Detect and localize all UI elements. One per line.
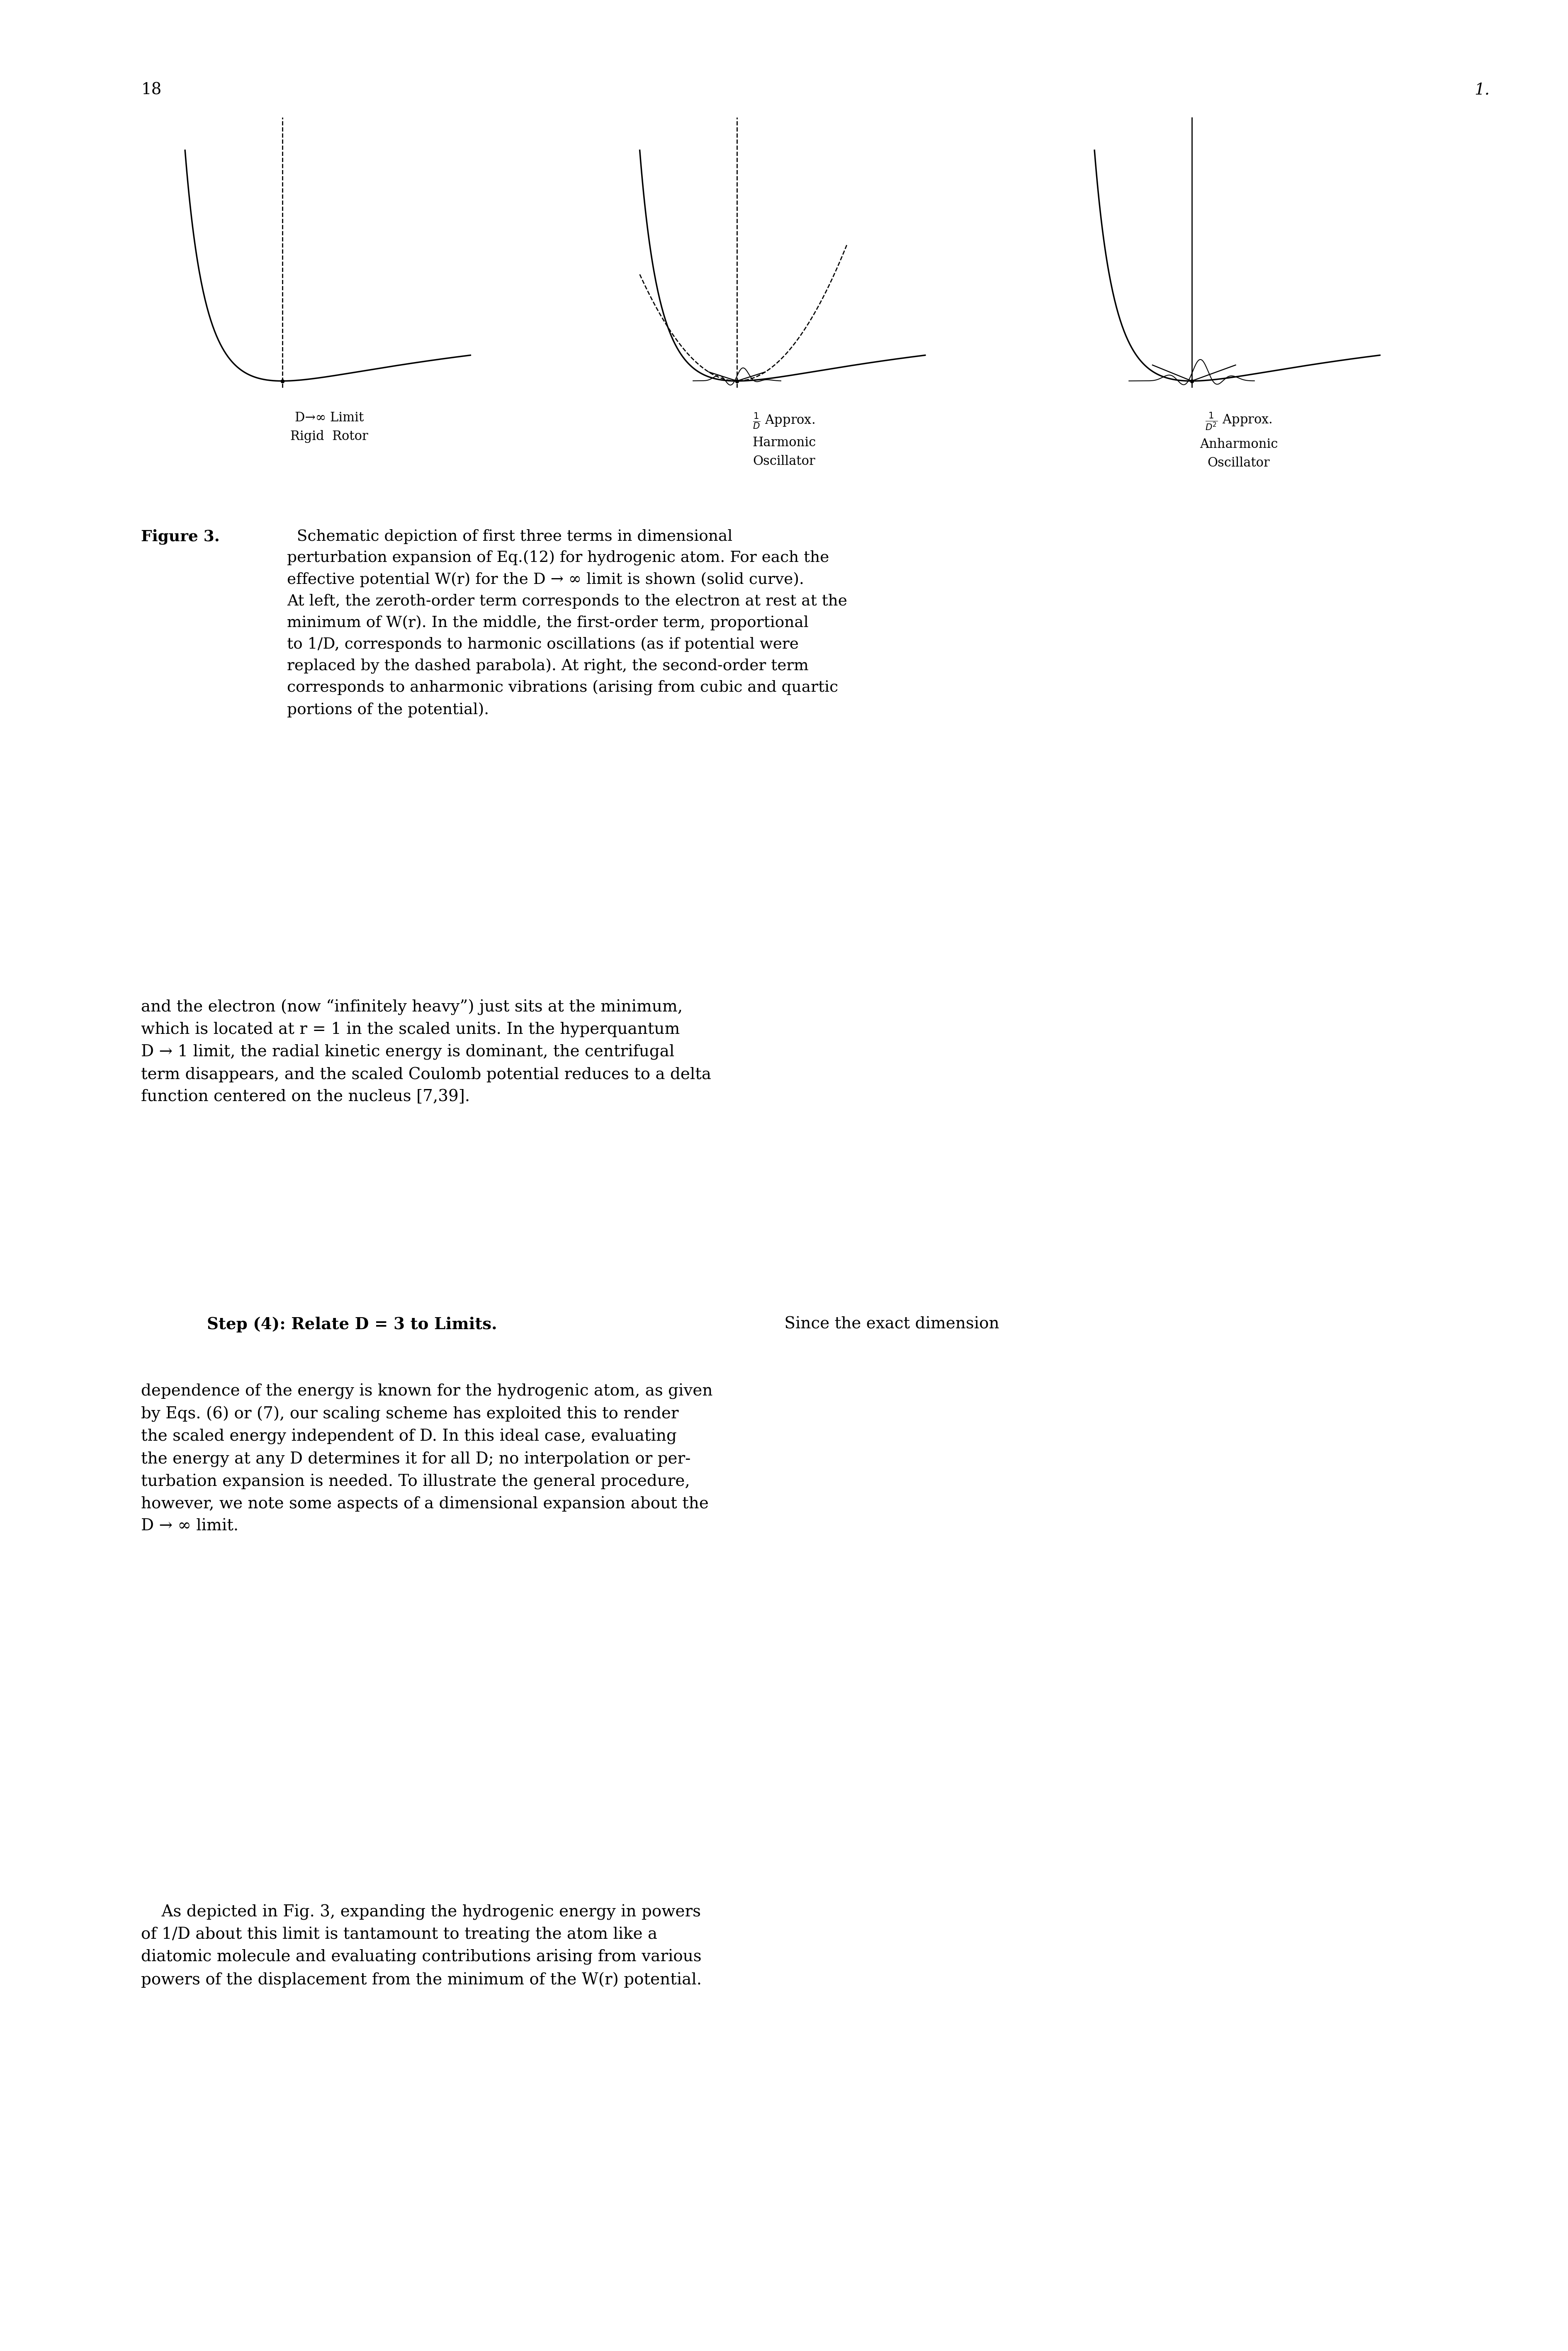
Text: and the electron (now “infinitely heavy”) just sits at the minimum,
which is loc: and the electron (now “infinitely heavy”… [141, 999, 712, 1105]
Text: 1.: 1. [1474, 82, 1490, 99]
Text: $\frac{1}{D^2}$ Approx.
Anharmonic
Oscillator: $\frac{1}{D^2}$ Approx. Anharmonic Oscil… [1200, 411, 1278, 470]
Text: $\frac{1}{D}$ Approx.
Harmonic
Oscillator: $\frac{1}{D}$ Approx. Harmonic Oscillato… [753, 411, 815, 468]
Text: As depicted in Fig. 3, expanding the hydrogenic energy in powers
of 1/D about th: As depicted in Fig. 3, expanding the hyd… [141, 1904, 702, 1987]
Text: Figure 3.: Figure 3. [141, 529, 220, 545]
Text: 18: 18 [141, 82, 162, 99]
Text: dependence of the energy is known for the hydrogenic atom, as given
by Eqs. (6) : dependence of the energy is known for th… [141, 1382, 713, 1533]
Text: Since the exact dimension: Since the exact dimension [779, 1317, 999, 1333]
Text: Step (4): Relate D = 3 to Limits.: Step (4): Relate D = 3 to Limits. [207, 1317, 497, 1333]
Text: D→∞ Limit
Rigid  Rotor: D→∞ Limit Rigid Rotor [290, 411, 368, 442]
Text: Schematic depiction of first three terms in dimensional
perturbation expansion o: Schematic depiction of first three terms… [287, 529, 847, 717]
